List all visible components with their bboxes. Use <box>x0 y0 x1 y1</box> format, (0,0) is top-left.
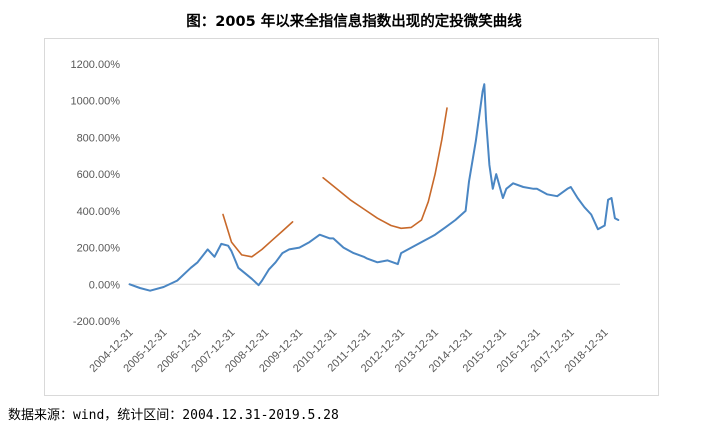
y-tick-label: 400.00% <box>77 206 121 218</box>
y-tick-label: 1000.00% <box>70 96 120 108</box>
y-tick-label: 1200.00% <box>70 59 120 71</box>
series-line-index <box>128 83 620 292</box>
y-tick-label: 600.00% <box>77 169 121 181</box>
y-tick-label: 800.00% <box>77 132 121 144</box>
y-tick-label: 200.00% <box>77 243 121 255</box>
series-line-smile-2 <box>322 107 448 230</box>
y-tick-label: -200.00% <box>73 316 120 328</box>
series-line-smile-1 <box>222 213 294 258</box>
source-note: 数据来源：wind，统计区间：2004.12.31-2019.5.28 <box>8 408 339 423</box>
chart-title: 图：2005 年以来全指信息指数出现的定投微笑曲线 <box>186 14 522 30</box>
y-tick-label: 0.00% <box>89 279 120 291</box>
chart-area <box>44 38 659 396</box>
